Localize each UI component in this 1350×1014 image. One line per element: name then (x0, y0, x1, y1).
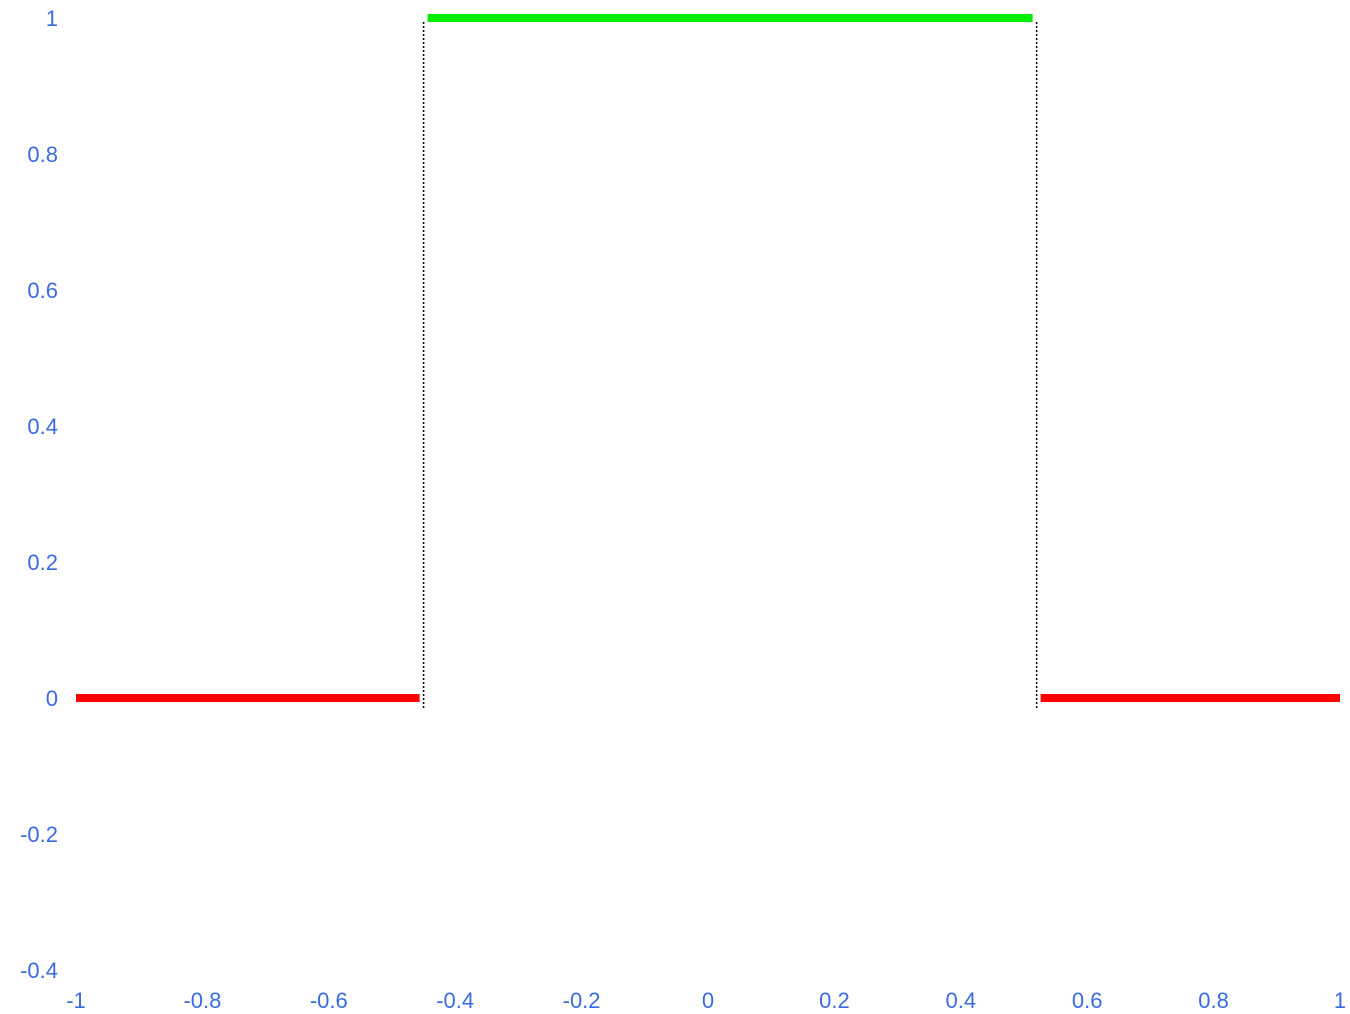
x-tick-label: 0.2 (819, 988, 850, 1013)
x-tick-label: -0.4 (436, 988, 474, 1013)
x-tick-label: -0.6 (310, 988, 348, 1013)
x-tick-label: -0.2 (563, 988, 601, 1013)
y-axis-tick-labels: 1 0.8 0.6 0.4 0.2 0 -0.2 -0.4 (20, 6, 58, 983)
x-tick-label: 0.8 (1198, 988, 1229, 1013)
x-tick-label: -1 (66, 988, 86, 1013)
y-tick-label: -0.2 (20, 822, 58, 847)
y-tick-label: 1 (46, 6, 58, 31)
x-tick-label: 0.4 (946, 988, 977, 1013)
guide-lines (422, 22, 1038, 710)
series-group (76, 14, 1340, 702)
x-tick-label: 0 (702, 988, 714, 1013)
y-tick-label: 0.8 (27, 142, 58, 167)
x-tick-label: 1 (1334, 988, 1346, 1013)
y-tick-label: 0.2 (27, 550, 58, 575)
x-tick-label: -0.8 (183, 988, 221, 1013)
y-tick-label: 0.6 (27, 278, 58, 303)
y-tick-label: -0.4 (20, 958, 58, 983)
y-tick-label: 0 (46, 686, 58, 711)
x-tick-label: 0.6 (1072, 988, 1103, 1013)
y-tick-label: 0.4 (27, 414, 58, 439)
x-axis-tick-labels: -1 -0.8 -0.6 -0.4 -0.2 0 0.2 0.4 0.6 0.8 1 (66, 988, 1346, 1013)
